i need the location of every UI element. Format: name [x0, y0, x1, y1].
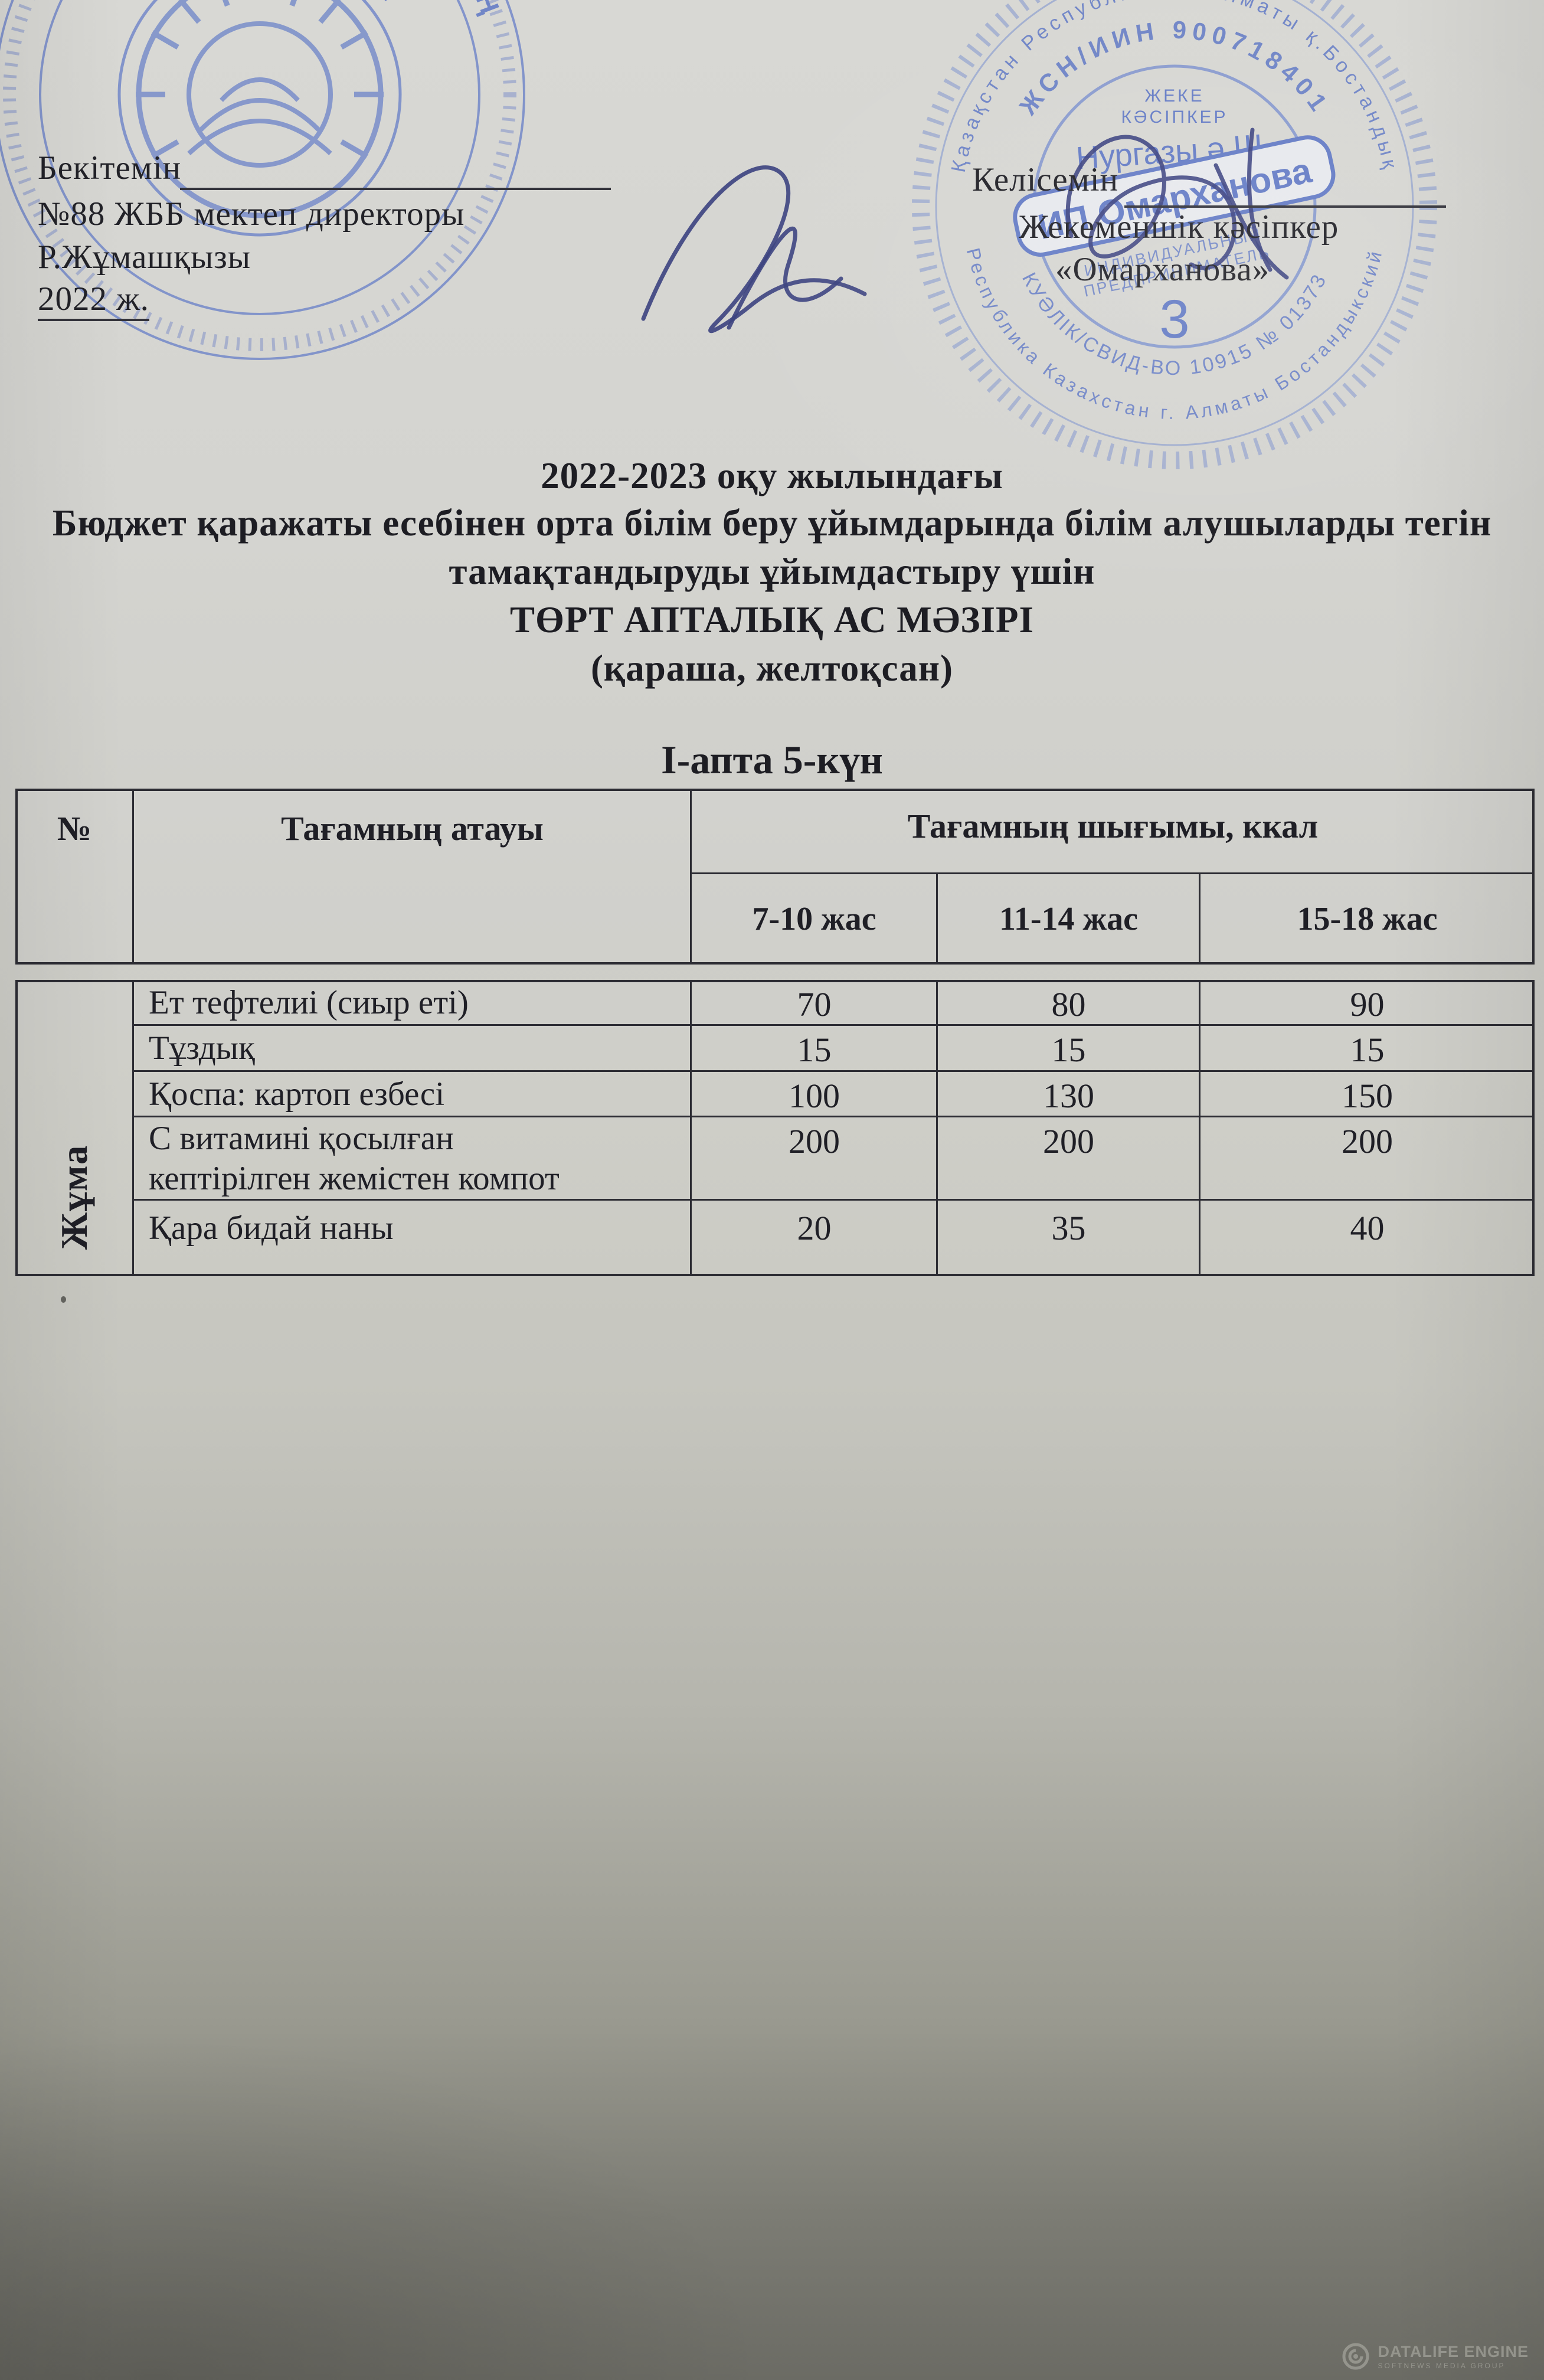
approve-left-year: 2022 ж. [38, 280, 149, 321]
table-grid-line [133, 1116, 1535, 1117]
dish-row-2: Тұздық [149, 1029, 255, 1067]
approve-left-school: №88 ЖББ мектеп директоры [38, 195, 465, 233]
value-row-5-age-1: 20 [797, 1209, 832, 1247]
table-grid-line [690, 980, 692, 1276]
stamp-kasipker-line: КӘСІПКЕР [1121, 107, 1228, 127]
col-header-no: № [57, 809, 92, 848]
title-line-1: 2022-2023 оқу жылындағы [541, 455, 1003, 496]
table-grid-line [936, 874, 938, 965]
approve-left-label: Бекітемін [38, 149, 182, 187]
value-row-4-age-1: 200 [789, 1122, 840, 1160]
value-row-3-age-3: 150 [1342, 1077, 1393, 1115]
table-grid-line [132, 980, 134, 1276]
paper-speck [61, 1296, 66, 1303]
table-body-box [15, 980, 1535, 1276]
table-grid-line [936, 980, 938, 1276]
dish-row-5: Қара бидай наны [149, 1209, 394, 1247]
approve-right-entity: Жекеменшік кәсіпкер [1019, 208, 1339, 246]
value-row-1-age-2: 80 [1051, 985, 1086, 1024]
title-line-4: ТӨРТ АПТАЛЫҚ АС МӘЗІРІ [510, 599, 1034, 640]
table-grid-line [132, 789, 134, 965]
director-signature [641, 165, 867, 334]
value-row-2-age-3: 15 [1350, 1031, 1385, 1069]
value-row-1-age-1: 70 [797, 985, 832, 1024]
table-grid-line [1199, 980, 1200, 1276]
watermark-subtitle: SOFTNEWS MEDIA GROUP [1378, 2361, 1506, 2370]
table-grid-line [1199, 874, 1200, 965]
week-day-caption: І-апта 5-күн [661, 737, 883, 782]
col-header-dish: Тағамның атауы [281, 809, 544, 848]
dish-row-1: Ет тефтелиі (сиыр еті) [149, 983, 469, 1021]
value-row-5-age-2: 35 [1051, 1209, 1086, 1247]
table-grid-line [133, 1199, 1535, 1201]
svg-text:МУНАЛДЫҚ МЕМЛЕК: МУНАЛДЫҚ МЕМЛЕК [69, 0, 413, 4]
signature-line-left [180, 150, 611, 190]
school-round-stamp: РМАСЫНЫҢ МУНАЛДЫҚ МЕМЛЕК АЛМАТЫ КАЛАСЫ [0, 0, 525, 360]
approve-left-director: Р.Жұмашқызы [38, 238, 251, 276]
title-line-3: тамақтандыруды ұйымдастыру үшін [449, 551, 1095, 592]
watermark-title: DATALIFE ENGINE [1378, 2342, 1529, 2361]
col-header-age-11-14: 11-14 жас [999, 901, 1139, 937]
value-row-5-age-3: 40 [1350, 1209, 1385, 1247]
table-grid-line [133, 1024, 1535, 1026]
stamp-left-mid-arc-text: МУНАЛДЫҚ МЕМЛЕК [69, 0, 407, 4]
table-grid-line [133, 1070, 1535, 1072]
stamp-number: 3 [1159, 289, 1189, 349]
stamp-zheke-line: ЖЕКЕ [1144, 86, 1204, 106]
value-row-4-age-3: 200 [1342, 1122, 1393, 1160]
stamp-emblem [136, 0, 384, 218]
value-row-2-age-2: 15 [1051, 1031, 1086, 1069]
signature-line-right [1124, 168, 1446, 208]
menu-table: № Тағамның атауы Тағамның шығымы, ккал 7… [15, 789, 1535, 1276]
value-row-4-age-2: 200 [1043, 1122, 1094, 1160]
year-underlined: 2022 ж. [38, 280, 149, 321]
day-cell: Жұма [15, 980, 133, 1276]
title-line-5: (қараша, желтоқсан) [590, 648, 954, 689]
day-label-vertical: Жұма [53, 1144, 95, 1250]
table-header-box [15, 789, 1535, 965]
value-row-3-age-2: 130 [1043, 1077, 1094, 1115]
table-grid-line [690, 789, 692, 965]
col-header-group: Тағамның шығымы, ккал [907, 807, 1319, 845]
col-header-age-7-10: 7-10 жас [752, 901, 876, 937]
col-header-age-15-18: 15-18 жас [1297, 901, 1438, 937]
stamp-rings [0, 0, 525, 360]
datalife-watermark: DATALIFE ENGINE SOFTNEWS MEDIA GROUP [1340, 2341, 1529, 2372]
entrepreneur-signature [1065, 128, 1289, 280]
dish-row-4: С витамині қосылған кептірілген жемістен… [149, 1120, 560, 1197]
value-row-2-age-1: 15 [797, 1031, 832, 1069]
value-row-1-age-3: 90 [1350, 985, 1385, 1024]
title-line-2: Бюджет қаражаты есебінен орта білім беру… [52, 502, 1492, 544]
value-row-3-age-1: 100 [789, 1077, 840, 1115]
approve-right-name: «Омарханова» [1055, 251, 1270, 288]
table-grid-line [691, 872, 1535, 874]
dish-row-3: Қоспа: картоп езбесі [149, 1075, 445, 1113]
approve-right-label: Келісемін [972, 161, 1119, 198]
datalife-eye-icon [1342, 2343, 1369, 2370]
